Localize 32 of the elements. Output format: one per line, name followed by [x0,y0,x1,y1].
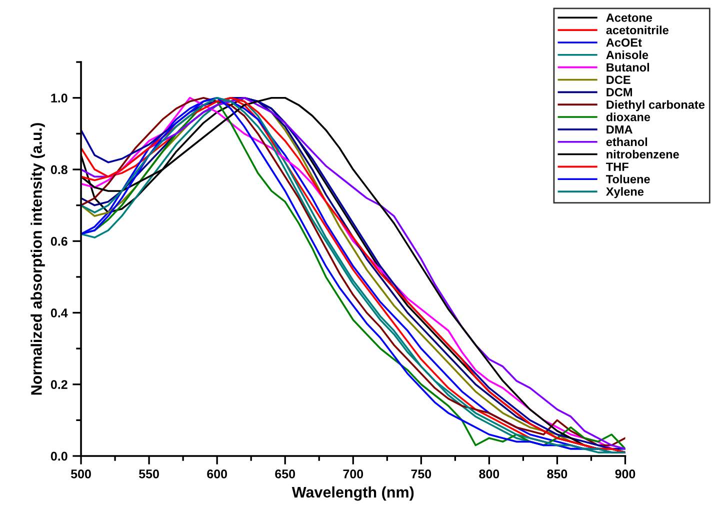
x-tick-label: 750 [411,470,432,478]
x-axis-title: Wavelength (nm) [292,486,414,501]
legend-label: DCE [606,76,630,84]
y-tick-label: 0.4 [50,308,68,318]
y-axis-title: Normalized absorption intensity (a.u.) [30,123,45,395]
x-tick-label: 500 [70,470,91,478]
legend-label: ethanol [606,137,648,146]
x-tick-label: 600 [207,470,227,478]
legend-label: AcOEt [606,38,642,47]
legend-label: Acetone [606,14,652,22]
legend-label: DCM [606,88,632,96]
legend-label: Anisole [606,50,648,60]
legend-label: Xylene [606,187,644,198]
y-tick-label: 0.8 [50,165,68,174]
x-tick-label: 900 [615,470,636,478]
legend-label: Butanol [606,62,649,72]
legend-label: THF [606,162,628,171]
y-tick-label: 1.0 [51,94,68,103]
legend-label: dioxane [606,112,650,122]
legend-label: acetonitrile [606,26,668,34]
y-tick-label: 0.0 [50,452,68,461]
x-tick-label: 800 [479,470,500,478]
x-tick-label: 550 [139,470,159,478]
y-tick-label: 0.6 [50,236,68,246]
y-tick-label: 0.2 [50,380,68,390]
legend-label: nitrobenzene [606,150,679,159]
x-tick-label: 700 [343,470,364,478]
x-tick-label: 650 [275,470,296,478]
legend-label: Toluene [606,174,650,184]
legend-label: Diethyl carbonate [606,100,705,112]
legend-label: DMA [606,125,632,134]
x-tick-label: 850 [547,470,568,478]
